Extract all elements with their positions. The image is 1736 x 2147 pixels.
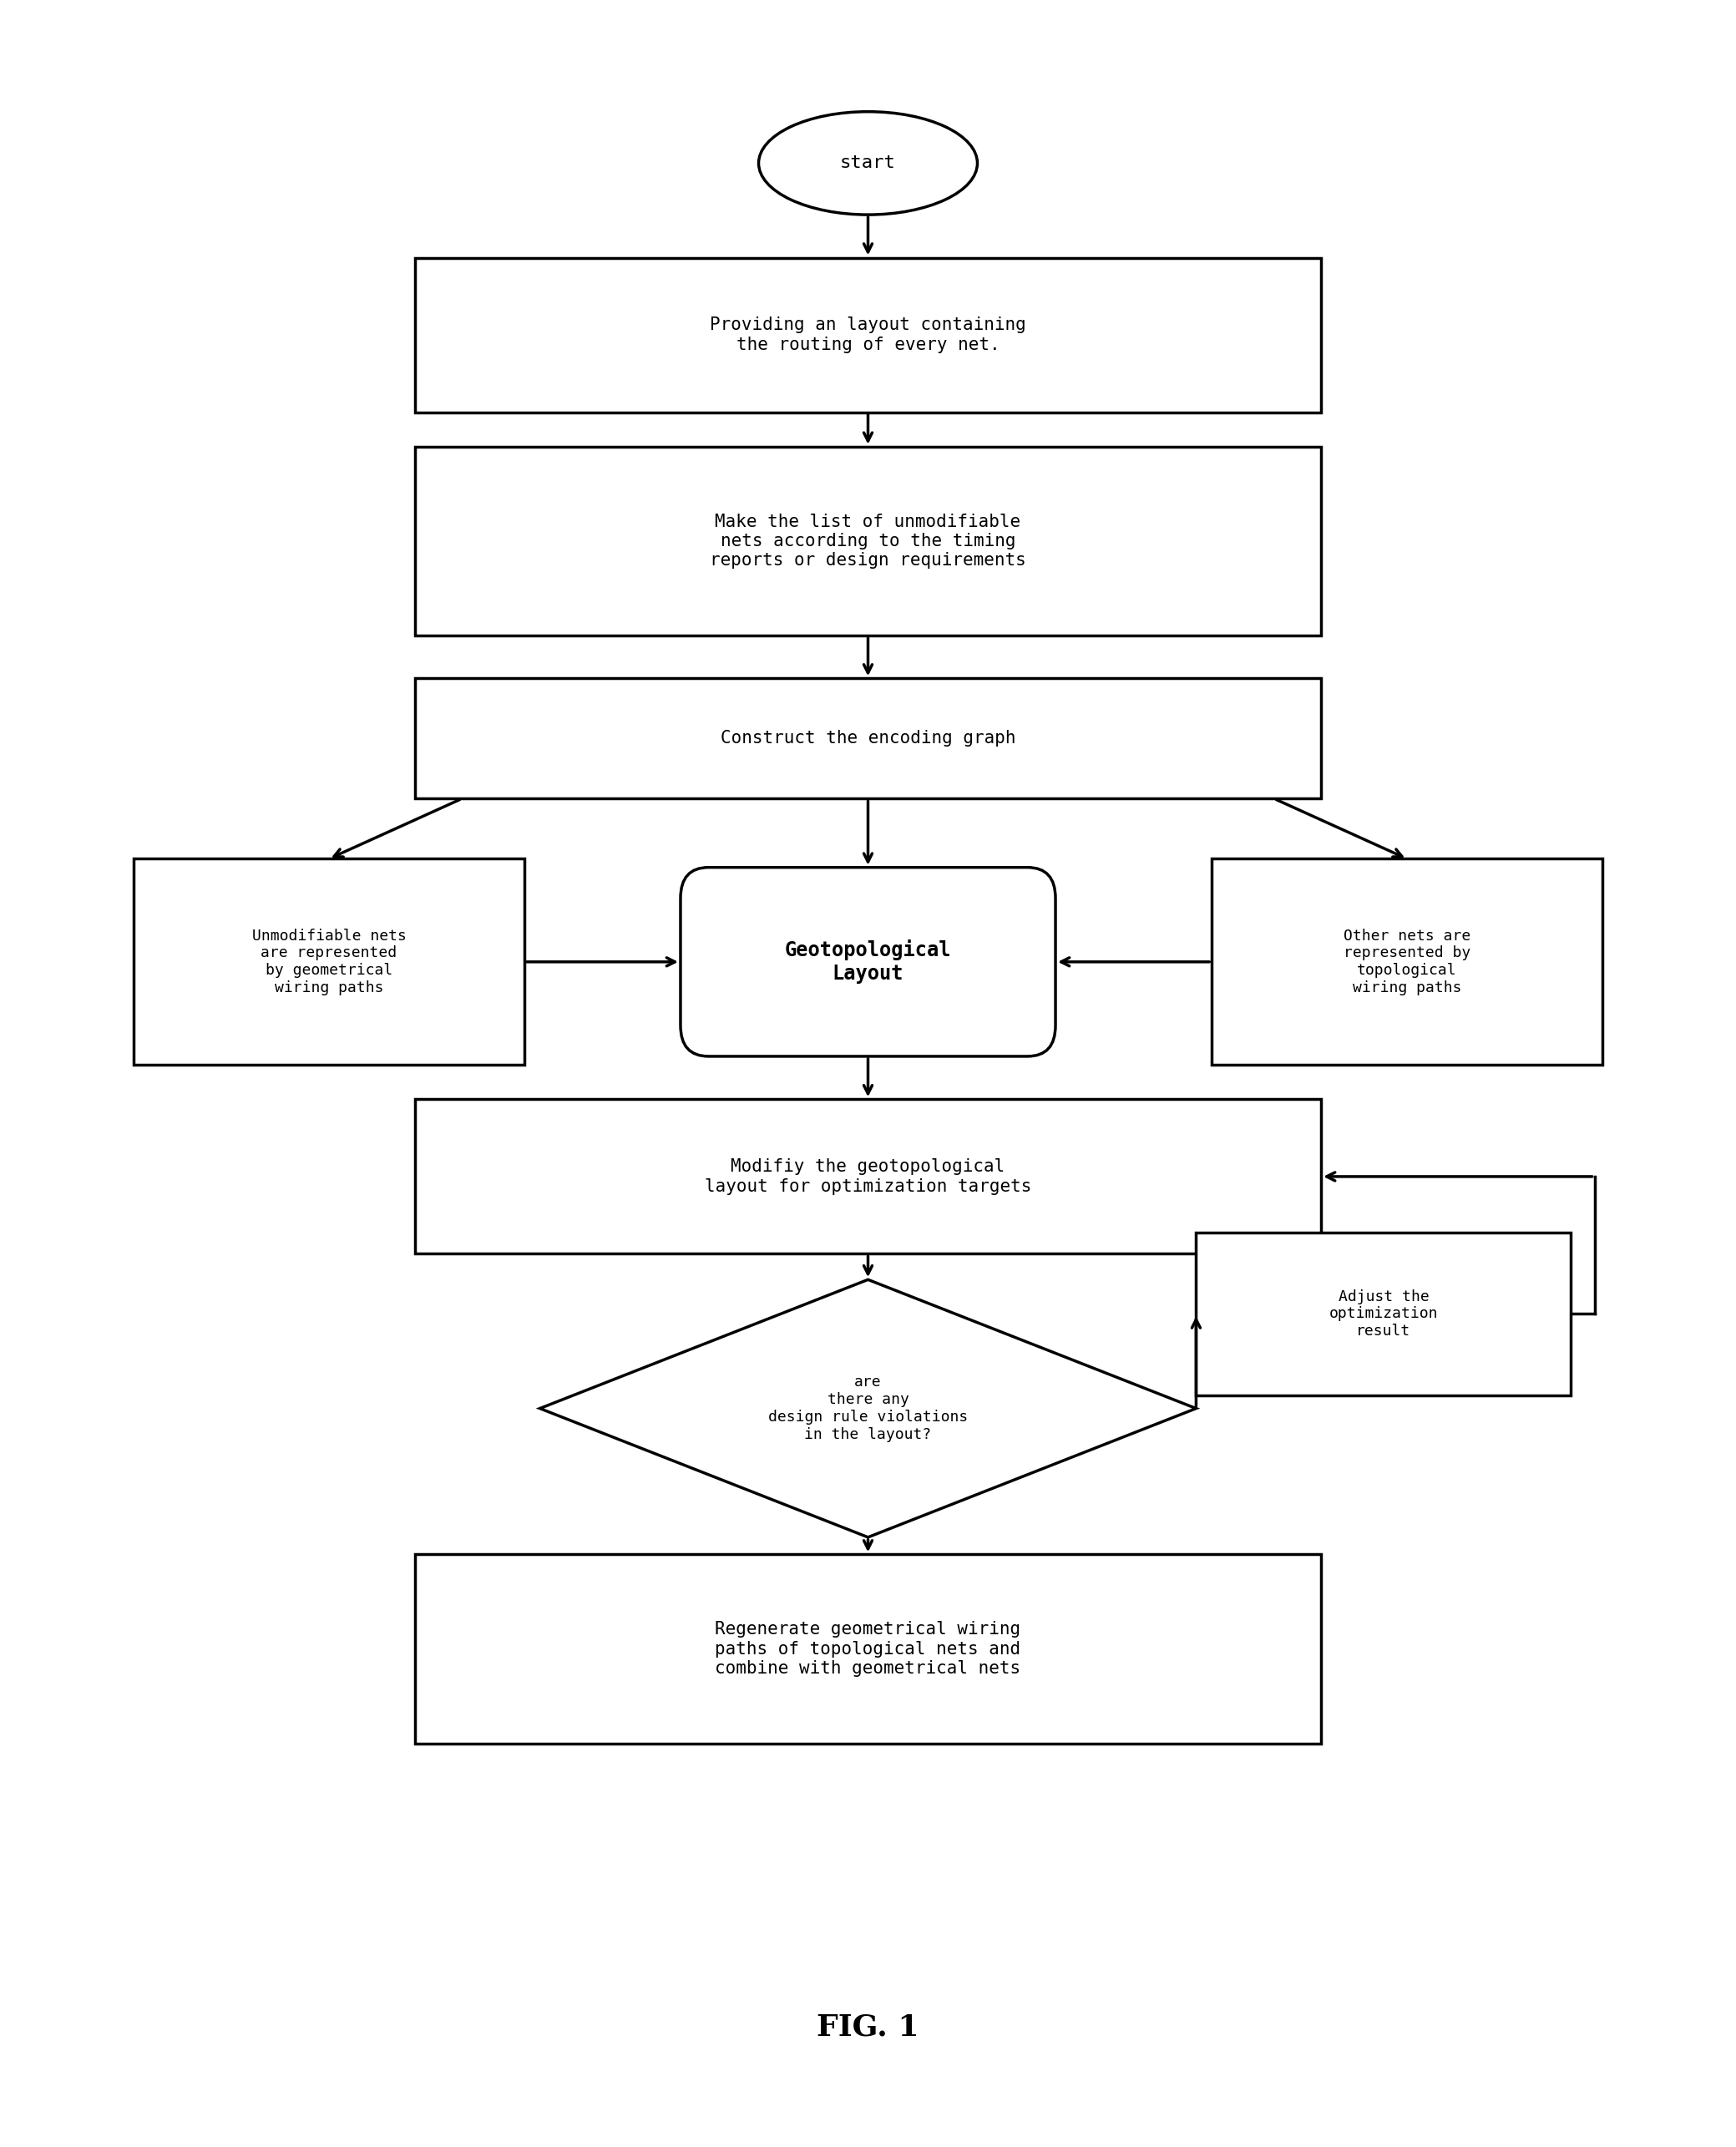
Text: Providing an layout containing
the routing of every net.: Providing an layout containing the routi…: [710, 318, 1026, 352]
Text: Adjust the
optimization
result: Adjust the optimization result: [1330, 1288, 1437, 1340]
FancyBboxPatch shape: [415, 678, 1321, 799]
FancyBboxPatch shape: [1212, 859, 1602, 1065]
FancyBboxPatch shape: [681, 867, 1055, 1056]
Text: Regenerate geometrical wiring
paths of topological nets and
combine with geometr: Regenerate geometrical wiring paths of t…: [715, 1621, 1021, 1677]
Ellipse shape: [759, 112, 977, 215]
Text: Geotopological
Layout: Geotopological Layout: [785, 940, 951, 983]
Text: Construct the encoding graph: Construct the encoding graph: [720, 730, 1016, 747]
FancyBboxPatch shape: [1196, 1232, 1571, 1396]
Text: Modifiy the geotopological
layout for optimization targets: Modifiy the geotopological layout for op…: [705, 1159, 1031, 1194]
FancyBboxPatch shape: [415, 1554, 1321, 1743]
Text: Unmodifiable nets
are represented
by geometrical
wiring paths: Unmodifiable nets are represented by geo…: [252, 928, 406, 996]
Text: are
there any
design rule violations
in the layout?: are there any design rule violations in …: [767, 1374, 969, 1443]
FancyBboxPatch shape: [134, 859, 524, 1065]
Text: FIG. 1: FIG. 1: [818, 2012, 918, 2042]
FancyBboxPatch shape: [415, 1099, 1321, 1254]
Text: Other nets are
represented by
topological
wiring paths: Other nets are represented by topologica…: [1344, 928, 1470, 996]
Polygon shape: [540, 1280, 1196, 1537]
Text: Make the list of unmodifiable
nets according to the timing
reports or design req: Make the list of unmodifiable nets accor…: [710, 513, 1026, 569]
FancyBboxPatch shape: [415, 258, 1321, 412]
Text: start: start: [840, 155, 896, 172]
FancyBboxPatch shape: [415, 447, 1321, 636]
